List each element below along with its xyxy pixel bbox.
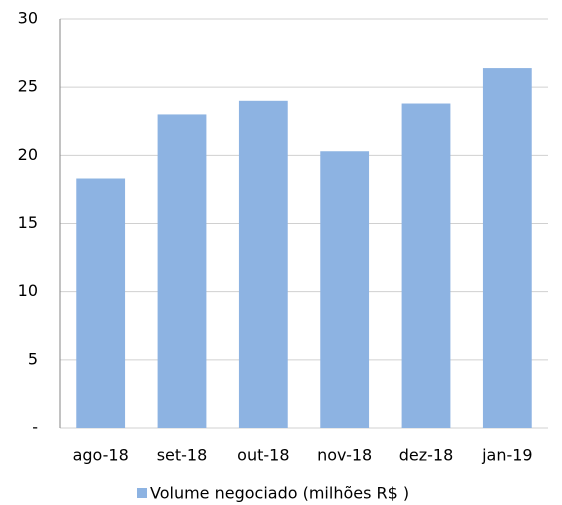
bar bbox=[482, 68, 532, 428]
x-tick-label: set-18 bbox=[157, 446, 208, 465]
y-tick-label: 5 bbox=[28, 349, 38, 368]
y-tick-label: 10 bbox=[18, 281, 38, 300]
bar bbox=[238, 100, 288, 429]
bar bbox=[76, 178, 126, 428]
y-tick-label: - bbox=[32, 418, 38, 437]
x-tick-label: jan-19 bbox=[481, 446, 533, 465]
y-tick-label: 20 bbox=[18, 145, 38, 164]
legend-label: Volume negociado (milhões R$ ) bbox=[150, 484, 409, 503]
x-tick-label: nov-18 bbox=[317, 446, 372, 465]
y-tick-label: 25 bbox=[18, 77, 38, 96]
y-tick-label: 30 bbox=[18, 9, 38, 28]
bar bbox=[157, 114, 207, 428]
bar bbox=[401, 103, 451, 428]
x-tick-label: out-18 bbox=[237, 446, 289, 465]
bar bbox=[320, 151, 370, 428]
y-tick-label: 15 bbox=[18, 213, 38, 232]
x-tick-label: dez-18 bbox=[399, 446, 454, 465]
legend-marker bbox=[137, 488, 147, 498]
x-tick-label: ago-18 bbox=[73, 446, 129, 465]
